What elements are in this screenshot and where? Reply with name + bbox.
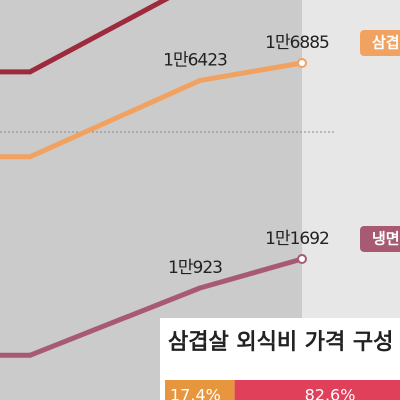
segment <box>165 380 235 400</box>
segment-label: 17.4% <box>170 386 221 400</box>
point <box>197 77 203 83</box>
point <box>27 69 33 75</box>
value-label: 1만6885 <box>265 33 329 53</box>
inset-title: 삼겹살 외식비 가격 구성 <box>168 330 393 355</box>
plot <box>0 0 307 358</box>
value-label: 1만923 <box>168 258 222 278</box>
point <box>27 154 33 160</box>
point <box>297 253 307 264</box>
value-label: 1만1692 <box>265 229 329 249</box>
point <box>297 58 307 69</box>
series-tag <box>360 225 400 252</box>
series-line <box>0 256 303 358</box>
series-line <box>0 60 303 160</box>
point <box>197 285 203 291</box>
point <box>27 352 33 358</box>
value-label: 1만6423 <box>163 50 227 70</box>
series-name: 삼겹살 <box>372 34 400 52</box>
segment <box>234 380 400 400</box>
segment-label: 82.6% <box>305 386 356 400</box>
series-name: 냉면 <box>372 229 400 247</box>
series-tag <box>360 30 400 57</box>
